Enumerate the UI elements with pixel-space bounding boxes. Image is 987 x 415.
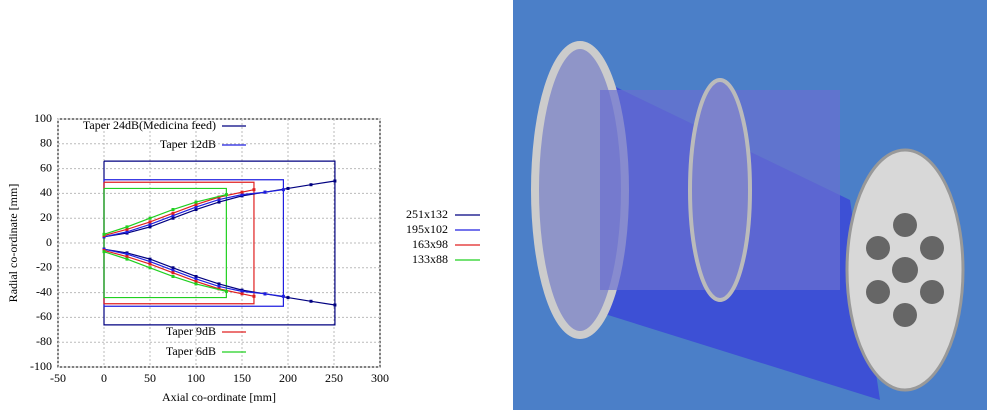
- profile-point: [282, 188, 285, 191]
- hole: [920, 280, 944, 304]
- hole: [866, 236, 890, 260]
- profile-lower: [104, 249, 283, 296]
- hole: [866, 280, 890, 304]
- profile-point: [195, 282, 198, 285]
- profile-point: [172, 275, 175, 278]
- x-tick-label: 150: [233, 371, 251, 385]
- profile-point: [195, 201, 198, 204]
- x-tick-label: -50: [50, 371, 66, 385]
- profile-point: [333, 304, 336, 307]
- y-tick-label: -80: [36, 334, 52, 348]
- x-tick-label: 50: [144, 371, 156, 385]
- y-tick-label: -100: [30, 359, 52, 373]
- page: Axial co-ordinate [mm] Radial co-ordinat…: [0, 0, 987, 415]
- y-axis-title: Radial co-ordinate [mm]: [6, 184, 20, 303]
- profile-point: [172, 271, 175, 274]
- y-tick-label: -20: [36, 260, 52, 274]
- profile-point: [241, 292, 244, 295]
- legend-label: 251x132: [406, 207, 448, 221]
- y-tick-label: -40: [36, 284, 52, 298]
- x-tick-label: 200: [279, 371, 297, 385]
- profile-point: [252, 295, 255, 298]
- legend-label: Taper 24dB(Medicina feed): [83, 118, 216, 132]
- y-tick-label: -60: [36, 309, 52, 323]
- profile-point: [333, 180, 336, 183]
- y-tick-label: 40: [40, 185, 52, 199]
- chart: Axial co-ordinate [mm] Radial co-ordinat…: [0, 0, 987, 410]
- profile-point: [103, 250, 106, 253]
- profile-point: [103, 233, 106, 236]
- profile-point: [264, 191, 267, 194]
- profile-point: [287, 296, 290, 299]
- y-tick-label: 0: [46, 235, 52, 249]
- profile-point: [282, 295, 285, 298]
- profile-point: [126, 258, 129, 261]
- profile-point: [149, 220, 152, 223]
- x-tick-label: 0: [101, 371, 107, 385]
- y-tick-label: 100: [34, 111, 52, 125]
- profile-point: [149, 266, 152, 269]
- mid-ring: [690, 80, 750, 300]
- y-tick-label: 60: [40, 160, 52, 174]
- hole: [892, 257, 918, 283]
- legend-label: 195x102: [406, 222, 448, 236]
- profile-point: [172, 212, 175, 215]
- profile-point: [310, 300, 313, 303]
- hole: [920, 236, 944, 260]
- legend-label: 133x88: [412, 252, 448, 266]
- x-tick-label: 100: [187, 371, 205, 385]
- profile-point: [310, 183, 313, 186]
- legend-label: Taper 12dB: [160, 137, 216, 151]
- profile-point: [172, 208, 175, 211]
- profile-point: [149, 217, 152, 220]
- legend-label: 163x98: [412, 237, 448, 251]
- profile-point: [149, 263, 152, 266]
- profile-point: [241, 191, 244, 194]
- x-tick-label: 250: [325, 371, 343, 385]
- x-tick-label: 300: [371, 371, 389, 385]
- profile-upper: [104, 190, 283, 237]
- y-tick-label: 20: [40, 210, 52, 224]
- legend-label: Taper 6dB: [166, 344, 216, 358]
- y-tick-label: 80: [40, 136, 52, 150]
- hole: [893, 213, 917, 237]
- profile-point: [225, 290, 228, 293]
- profile-point: [126, 225, 129, 228]
- legend-label: Taper 9dB: [166, 324, 216, 338]
- profile-point: [252, 188, 255, 191]
- photo: [513, 0, 987, 410]
- hole: [893, 303, 917, 327]
- profile-point: [287, 187, 290, 190]
- x-axis-title: Axial co-ordinate [mm]: [162, 390, 276, 404]
- profile-point: [264, 292, 267, 295]
- profile-point: [225, 193, 228, 196]
